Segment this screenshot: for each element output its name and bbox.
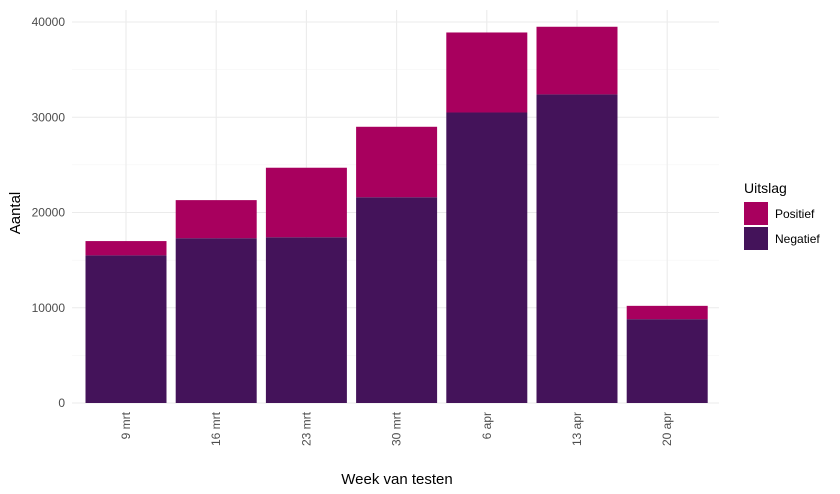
x-tick-label: 30 mrt <box>390 411 404 446</box>
bar-positief <box>175 200 257 239</box>
bar-negatief <box>536 94 618 403</box>
bar-positief <box>85 241 167 256</box>
bars <box>85 26 708 404</box>
bar-positief <box>446 32 528 113</box>
legend-items: Positief Negatief <box>744 202 820 250</box>
bar-positief <box>356 126 438 198</box>
y-tick-label: 20000 <box>32 206 66 220</box>
y-tick-label: 10000 <box>32 301 66 315</box>
legend: Uitslag Positief Negatief <box>744 180 820 250</box>
x-tick-label: 20 apr <box>660 412 674 446</box>
bar-negatief <box>175 238 257 403</box>
bar-negatief <box>85 255 167 403</box>
x-tick-label: 6 apr <box>480 412 494 439</box>
y-tick-label: 40000 <box>32 15 66 29</box>
bar-negatief <box>446 112 528 404</box>
x-tick-label: 23 mrt <box>299 411 313 446</box>
legend-label: Positief <box>775 207 815 221</box>
legend-title: Uitslag <box>744 180 787 196</box>
bar-positief <box>536 26 618 95</box>
legend-swatch <box>744 202 768 225</box>
x-tick-label: 13 apr <box>570 412 584 446</box>
bar-positief <box>626 305 708 320</box>
x-tick-label: 16 mrt <box>209 411 223 446</box>
x-axis-ticks: 9 mrt 16 mrt 23 mrt 30 mrt 6 apr 13 apr 20 apr <box>119 411 674 446</box>
y-tick-label: 0 <box>58 396 65 410</box>
bar-negatief <box>356 197 438 403</box>
x-axis-title: Week van testen <box>341 471 452 488</box>
y-tick-label: 30000 <box>32 110 66 124</box>
bar-negatief <box>265 237 347 403</box>
bar-negatief <box>626 319 708 403</box>
legend-swatch <box>744 227 768 250</box>
legend-label: Negatief <box>775 232 820 246</box>
x-tick-label: 9 mrt <box>119 411 133 439</box>
bar-positief <box>265 167 347 238</box>
y-axis-ticks: 0 10000 20000 30000 40000 <box>32 15 66 410</box>
y-axis-title: Aantal <box>7 192 24 235</box>
